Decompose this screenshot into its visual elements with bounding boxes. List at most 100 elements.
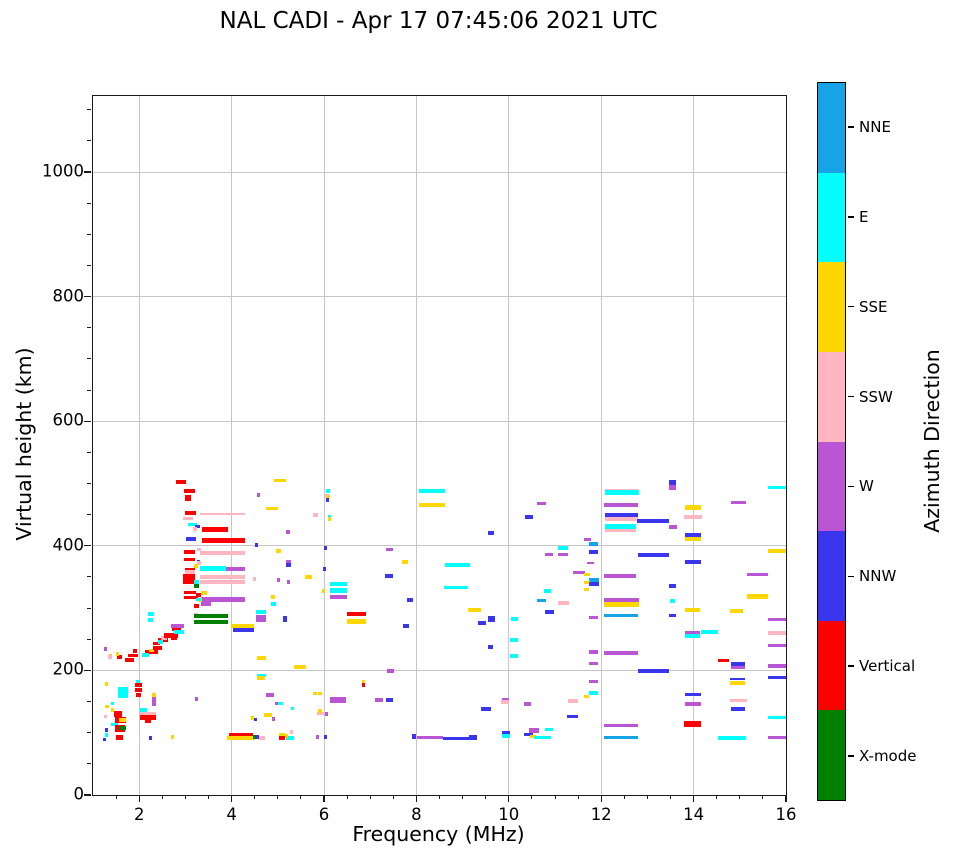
data-point — [253, 717, 257, 722]
colorbar-tick — [848, 126, 854, 128]
data-point — [326, 489, 330, 493]
data-point — [110, 708, 115, 713]
data-point — [509, 654, 519, 658]
data-point — [271, 601, 277, 606]
data-point — [105, 728, 108, 733]
data-point — [304, 575, 313, 579]
data-point — [184, 494, 191, 501]
data-point — [567, 714, 579, 719]
data-point — [273, 478, 286, 483]
data-point — [277, 701, 283, 706]
data-point — [731, 662, 745, 667]
data-point — [141, 652, 150, 657]
colorbar — [817, 82, 846, 801]
colorbar-tick — [848, 665, 854, 667]
data-point — [557, 545, 568, 550]
y-minor-tick — [87, 358, 92, 360]
data-point — [183, 516, 194, 521]
data-point — [183, 574, 196, 585]
colorbar-label-e: E — [859, 207, 869, 226]
data-point — [330, 581, 347, 586]
data-point — [668, 525, 677, 529]
data-point — [105, 704, 110, 709]
x-minor-tick — [739, 795, 741, 799]
y-minor-tick — [87, 576, 92, 578]
data-point — [501, 733, 511, 738]
data-point — [148, 736, 152, 741]
data-point — [278, 735, 285, 740]
x-minor-tick — [208, 795, 209, 799]
data-point — [226, 566, 245, 571]
data-point — [170, 735, 174, 739]
data-point — [729, 698, 747, 702]
grid-line-y — [93, 296, 786, 298]
data-point — [285, 736, 294, 741]
x-minor-tick — [439, 795, 440, 799]
data-point — [153, 641, 161, 646]
data-point — [603, 574, 636, 579]
data-point — [588, 690, 598, 695]
colorbar-segment-e — [818, 172, 845, 263]
data-point — [588, 679, 598, 684]
x-tick — [415, 795, 418, 802]
y-tick-label: 1000 — [42, 161, 84, 181]
plot-area: 2 4 6 8 10 12 14 16 0 200 400 600 800 1000 — [42, 95, 797, 824]
data-point — [193, 604, 199, 609]
data-point — [290, 706, 294, 711]
data-point — [327, 517, 332, 521]
y-tick — [84, 545, 92, 547]
data-point — [529, 728, 540, 734]
data-point — [184, 595, 198, 600]
data-point — [509, 638, 519, 642]
data-point — [111, 701, 115, 706]
data-point — [583, 572, 590, 577]
data-point — [588, 550, 598, 554]
data-point — [110, 722, 118, 727]
data-point — [193, 580, 199, 584]
data-point — [416, 736, 443, 740]
colorbar-label-nnw: NNW — [859, 567, 897, 586]
data-point — [312, 512, 319, 517]
colorbar-label-x-mode: X-mode — [859, 747, 917, 766]
data-point — [731, 707, 745, 711]
y-minor-tick — [87, 732, 92, 734]
data-point — [523, 702, 531, 706]
x-tick — [230, 795, 233, 802]
data-point — [317, 709, 322, 713]
data-point — [257, 676, 265, 680]
data-point — [603, 502, 639, 507]
y-minor-tick — [87, 140, 92, 142]
data-point — [767, 736, 786, 740]
data-point — [286, 559, 291, 564]
x-minor-tick — [462, 795, 464, 799]
data-point — [113, 710, 122, 718]
data-point — [346, 612, 366, 617]
data-point — [139, 711, 157, 716]
data-point — [171, 624, 184, 629]
data-point — [317, 711, 324, 716]
data-point — [196, 593, 202, 597]
data-point — [196, 597, 202, 602]
data-point — [684, 634, 700, 638]
data-point — [184, 550, 196, 554]
data-point — [545, 609, 554, 614]
grid-line-x — [600, 96, 602, 795]
data-point — [588, 542, 598, 546]
data-point — [767, 618, 786, 622]
data-point — [199, 580, 245, 584]
data-point — [684, 533, 701, 538]
y-minor-tick — [87, 109, 92, 111]
data-point — [265, 506, 279, 511]
data-point — [161, 636, 167, 640]
data-point — [173, 629, 184, 634]
x-tick-label: 10 — [498, 805, 520, 824]
data-point — [108, 654, 113, 659]
data-point — [201, 596, 245, 602]
x-minor-tick — [300, 795, 302, 799]
data-point — [700, 629, 718, 634]
data-point — [537, 501, 546, 506]
grid-line-y — [93, 171, 786, 173]
data-point — [604, 517, 639, 521]
y-minor-tick — [87, 514, 92, 516]
data-point — [403, 624, 409, 629]
